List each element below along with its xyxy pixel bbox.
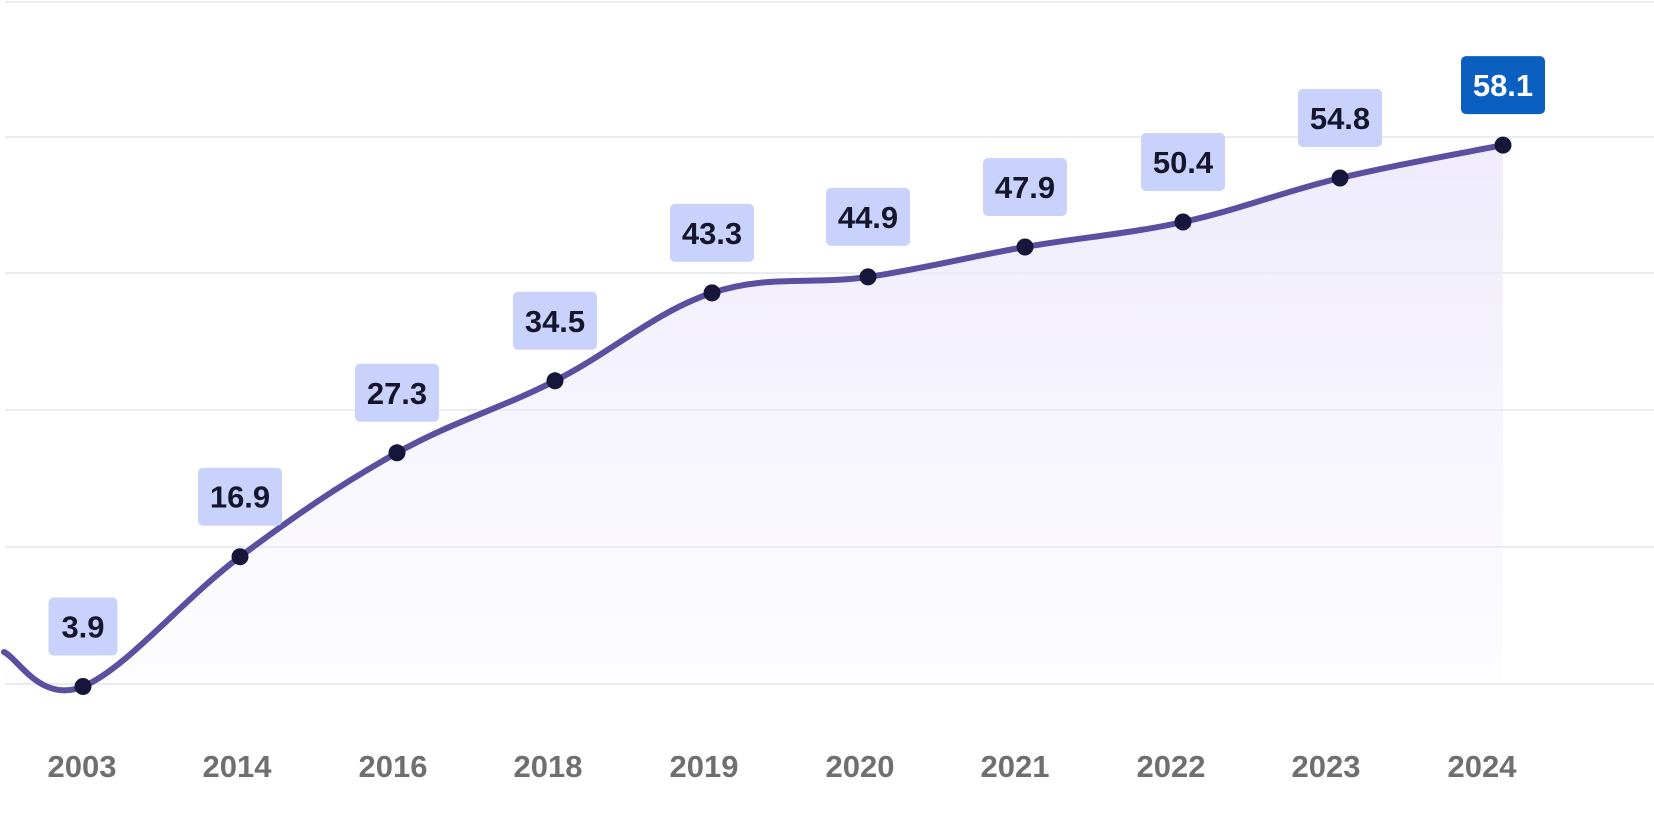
data-label-box bbox=[1141, 133, 1225, 191]
data-point-2024 bbox=[1494, 136, 1512, 154]
data-label-2018: 34.5 bbox=[513, 291, 597, 350]
data-label-box bbox=[983, 158, 1067, 216]
data-label-box bbox=[48, 597, 118, 656]
data-label-text: 47.9 bbox=[995, 170, 1055, 205]
data-point-2003 bbox=[74, 678, 92, 695]
data-label-box bbox=[826, 187, 910, 246]
data-label-2020: 44.9 bbox=[826, 187, 910, 246]
data-label-text: 3.9 bbox=[61, 610, 104, 645]
data-label-text: 16.9 bbox=[210, 480, 270, 515]
data-label-2003: 3.9 bbox=[48, 597, 118, 656]
x-tick-label-2021: 2021 bbox=[981, 749, 1050, 784]
data-label-box bbox=[355, 363, 439, 422]
data-point-2016 bbox=[388, 444, 406, 462]
x-tick-label-2023: 2023 bbox=[1292, 749, 1361, 784]
x-tick-label-2003: 2003 bbox=[48, 749, 117, 784]
data-label-text: 58.1 bbox=[1473, 68, 1533, 103]
x-tick-label-2022: 2022 bbox=[1137, 749, 1206, 784]
data-label-2023: 54.8 bbox=[1298, 89, 1382, 147]
data-points bbox=[74, 136, 1512, 695]
data-label-text: 43.3 bbox=[682, 216, 742, 251]
data-label-box bbox=[513, 291, 597, 350]
x-tick-label-2024: 2024 bbox=[1448, 749, 1518, 784]
data-point-2018 bbox=[546, 372, 564, 390]
x-tick-label-2019: 2019 bbox=[670, 749, 739, 784]
x-axis: 2003 2014 2016 2018 2019 2020 2021 2022 2023 2024 bbox=[48, 749, 1518, 784]
data-label-text: 50.4 bbox=[1153, 145, 1214, 180]
data-label-box bbox=[1298, 89, 1382, 147]
x-tick-label-2016: 2016 bbox=[359, 749, 428, 784]
x-tick-label-2014: 2014 bbox=[203, 749, 273, 784]
data-point-2020 bbox=[859, 268, 877, 286]
data-label-text: 34.5 bbox=[525, 304, 585, 339]
x-tick-label-2018: 2018 bbox=[514, 749, 583, 784]
area-fill bbox=[4, 145, 1503, 691]
data-label-2021: 47.9 bbox=[983, 158, 1067, 216]
data-point-2022 bbox=[1174, 213, 1192, 231]
data-label-text: 27.3 bbox=[367, 376, 427, 411]
data-point-2023 bbox=[1331, 169, 1349, 187]
data-label-2024: 58.1 bbox=[1461, 56, 1545, 115]
area-fill-layer bbox=[4, 145, 1503, 691]
data-label-box bbox=[670, 203, 754, 262]
data-label-box bbox=[198, 467, 282, 526]
data-label-2022: 50.4 bbox=[1141, 133, 1225, 191]
data-point-2019 bbox=[703, 284, 721, 302]
x-tick-label-2020: 2020 bbox=[826, 749, 895, 784]
data-labels: 3.9 16.9 27.3 34.5 43.3 44.9 47.9 50.4 54.8 58.1 bbox=[48, 56, 1545, 656]
data-label-text: 54.8 bbox=[1310, 101, 1370, 136]
data-point-2021 bbox=[1016, 238, 1034, 256]
data-label-2016: 27.3 bbox=[355, 363, 439, 422]
data-label-2014: 16.9 bbox=[198, 467, 282, 526]
data-point-2014 bbox=[231, 548, 249, 566]
data-label-box bbox=[1461, 56, 1545, 115]
data-label-2019: 43.3 bbox=[670, 203, 754, 262]
data-label-text: 44.9 bbox=[838, 200, 898, 235]
